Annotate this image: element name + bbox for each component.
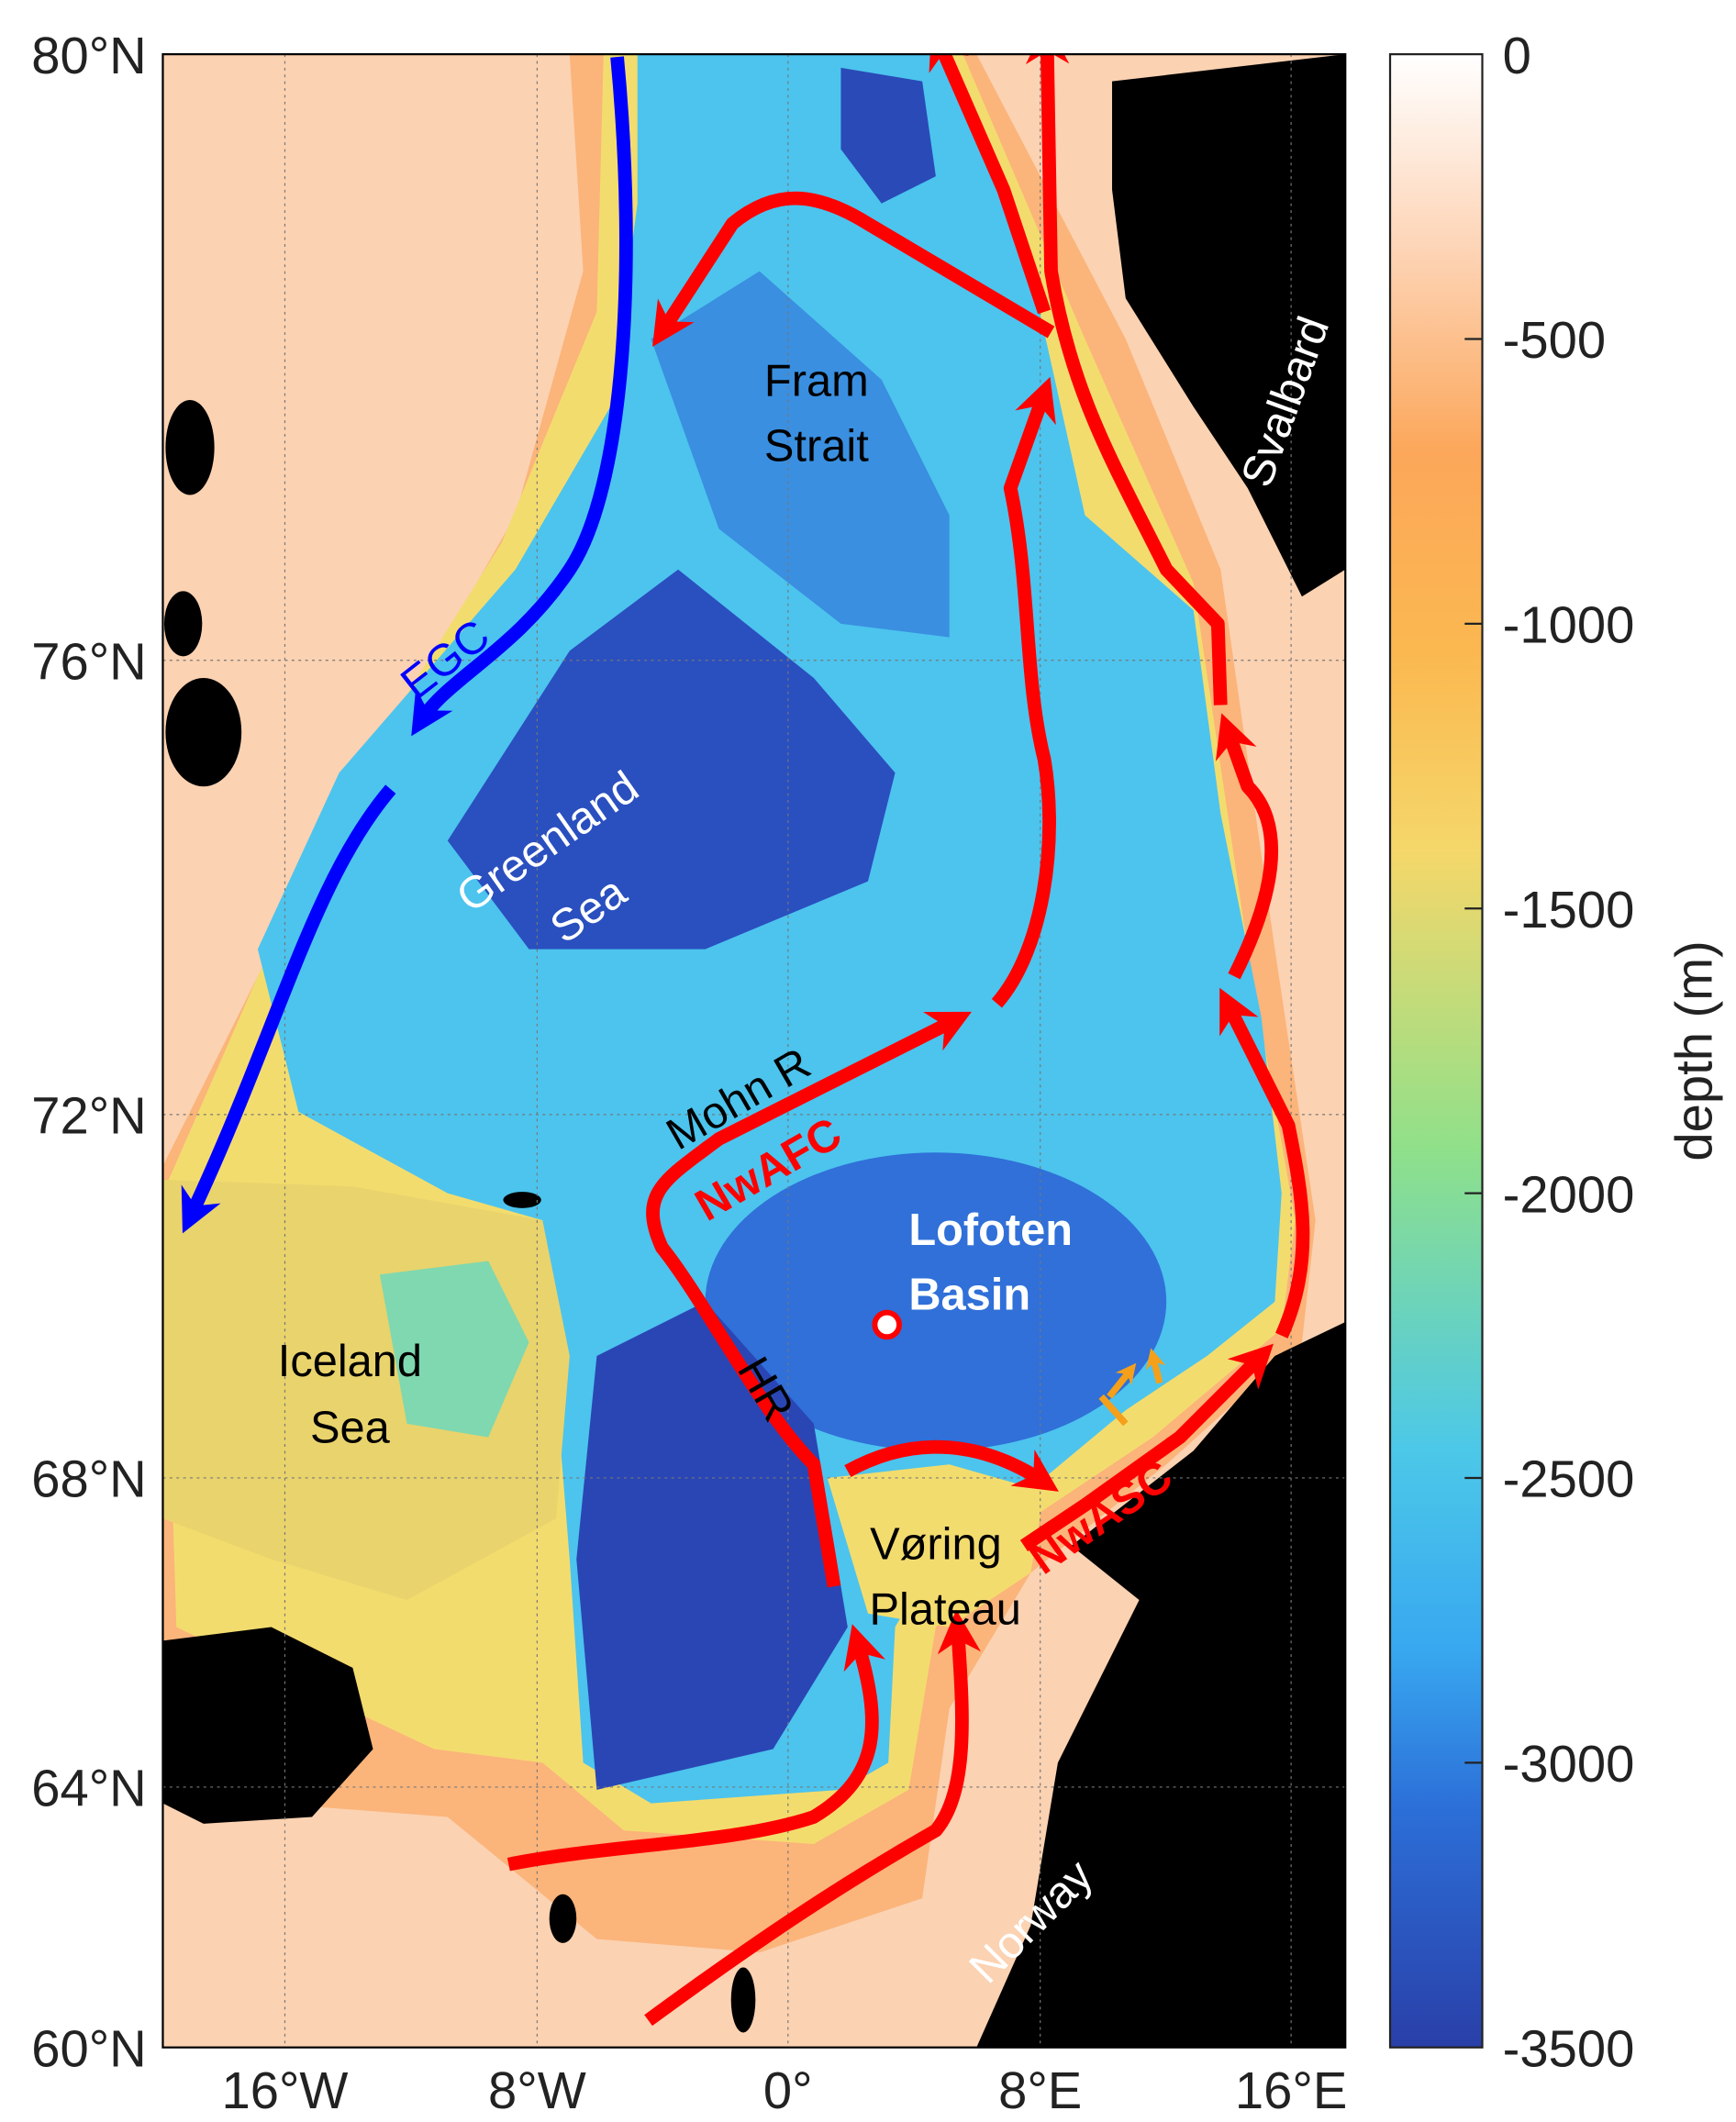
jan-mayen bbox=[503, 1192, 541, 1208]
nwasc-upper-arrow bbox=[1215, 713, 1279, 980]
greenland-coast-island bbox=[165, 677, 242, 787]
label-iceland-sea: Iceland bbox=[278, 1337, 422, 1386]
iceland-land bbox=[162, 1627, 373, 1824]
colorbar-tick-label: -500 bbox=[1503, 311, 1606, 369]
voring-eddy-arrow bbox=[844, 1439, 1059, 1492]
wsc-arrow-west bbox=[929, 54, 1052, 315]
lat-tick: 60°N bbox=[31, 2019, 146, 2077]
site-marker bbox=[872, 1309, 902, 1340]
map-frame bbox=[161, 53, 1347, 2049]
colorbar-tick-label: -1000 bbox=[1503, 596, 1635, 654]
colorbar-label: depth (m) bbox=[1664, 940, 1722, 1161]
nwasc-arrow bbox=[1019, 1343, 1274, 1552]
nwasc-north-arrow bbox=[1219, 987, 1310, 1339]
colorbar-tick-label: -2500 bbox=[1503, 1450, 1635, 1508]
svalbard-land bbox=[1112, 54, 1346, 597]
colorbar-tick-label: -2000 bbox=[1503, 1165, 1635, 1223]
colorbar-tick-label: 0 bbox=[1503, 27, 1531, 84]
faroe-islands bbox=[549, 1894, 577, 1943]
lat-tick: 80°N bbox=[31, 27, 146, 84]
colorbar-tick-label: -3500 bbox=[1503, 2019, 1635, 2077]
lat-tick: 68°N bbox=[31, 1450, 146, 1508]
egc-arrow-south bbox=[181, 784, 396, 1234]
lat-tick: 64°N bbox=[31, 1760, 146, 1817]
nwafc-north-arrow bbox=[991, 376, 1056, 1008]
molloy-deep bbox=[840, 67, 936, 204]
label-fram-strait: Fram bbox=[764, 357, 869, 406]
longitude-ticks: 16°W 8°W 0° 8°E 16°E bbox=[222, 2061, 1348, 2119]
iceland-sea-green bbox=[379, 1261, 529, 1438]
fram-strait-deep bbox=[651, 271, 950, 638]
voring-plateau-shallow bbox=[827, 1464, 1045, 1628]
label-lofoten-basin: Basin bbox=[908, 1271, 1030, 1320]
lofoten-basin bbox=[705, 1152, 1167, 1451]
colorbar-ticks bbox=[1464, 338, 1483, 1764]
egc-arrow-north bbox=[411, 56, 633, 737]
map-area: Fram Strait Greenland Sea EGC Mohn R NwA… bbox=[162, 54, 1346, 2048]
inflow-east-arrow bbox=[644, 1609, 982, 2027]
label-voring-plateau: Plateau bbox=[870, 1585, 1021, 1635]
greenland-coast-island bbox=[165, 399, 215, 495]
label-iceland-sea: Sea bbox=[310, 1404, 391, 1453]
label-fram-strait: Strait bbox=[764, 422, 869, 472]
lon-tick: 8°W bbox=[488, 2061, 586, 2119]
greenland-basin bbox=[447, 569, 896, 950]
label-voring-plateau: Vøring bbox=[870, 1520, 1002, 1570]
colorbar-tick-label: -1500 bbox=[1503, 881, 1635, 939]
colorbar-tick-label: -3000 bbox=[1503, 1735, 1635, 1793]
latitude-ticks: 80°N 76°N 72°N 68°N 64°N 60°N bbox=[31, 27, 146, 2078]
shetland bbox=[730, 1967, 756, 2033]
minor-flow-arrow bbox=[1098, 1370, 1131, 1427]
fram-recirculation-arrow bbox=[652, 191, 1055, 347]
lon-tick: 0° bbox=[763, 2061, 813, 2119]
wsc-arrow-east bbox=[1025, 54, 1228, 705]
lon-tick: 16°W bbox=[222, 2061, 349, 2119]
lat-tick: 76°N bbox=[31, 632, 146, 690]
inflow-west-arrow bbox=[506, 1624, 885, 1872]
currents bbox=[181, 54, 1310, 2027]
lat-tick: 72°N bbox=[31, 1087, 146, 1145]
label-lofoten-basin: Lofoten bbox=[908, 1205, 1073, 1255]
lon-tick: 16°E bbox=[1235, 2061, 1347, 2119]
minor-flow-arrow bbox=[1145, 1348, 1166, 1384]
nwafc-arrow bbox=[646, 1011, 972, 1588]
colorbar: 0 -500 -1000 -1500 -2000 -2500 -3000 -35… bbox=[1388, 27, 1722, 2077]
norway-land bbox=[976, 1322, 1346, 2048]
land bbox=[162, 54, 1346, 2048]
greenland-coast-island bbox=[163, 591, 203, 657]
colorbar-gradient bbox=[1388, 53, 1484, 2049]
lon-tick: 8°E bbox=[998, 2061, 1082, 2119]
